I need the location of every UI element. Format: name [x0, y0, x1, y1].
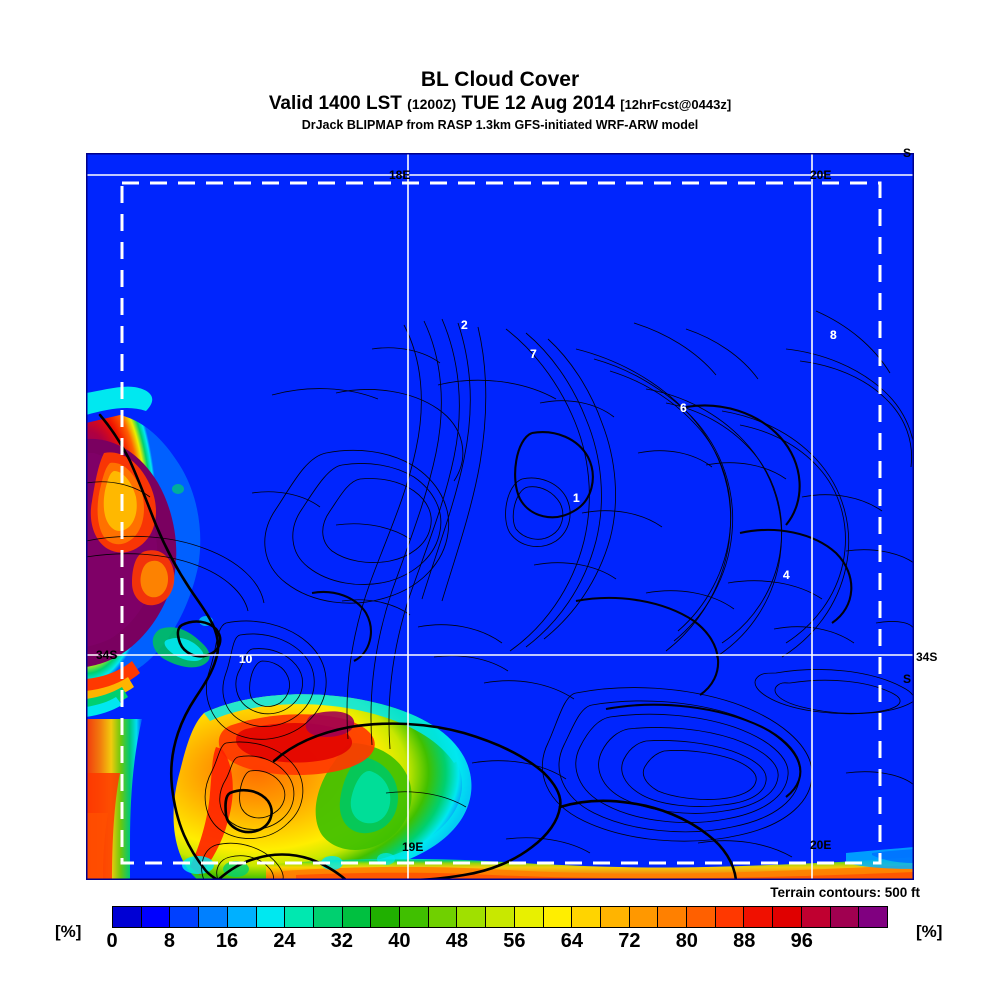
colorbar-swatch[interactable] — [400, 907, 429, 927]
domain-box — [120, 181, 882, 865]
colorbar-swatch[interactable] — [457, 907, 487, 927]
colorbar-tick-label: 24 — [273, 930, 296, 952]
colorbar-swatch[interactable] — [773, 907, 802, 927]
grid-label-18e-top: 18E — [389, 168, 411, 182]
colorbar-swatch[interactable] — [572, 907, 601, 927]
map-frame — [86, 153, 914, 880]
colorbar-swatch[interactable] — [744, 907, 774, 927]
forecast-map[interactable]: 2 7 8 6 1 4 10 18E 20E 19E 20E 34S — [86, 153, 914, 880]
colorbar-tick-label: 56 — [503, 930, 526, 952]
colorbar-swatch[interactable] — [313, 907, 343, 927]
colorbar-swatch[interactable] — [801, 907, 831, 927]
colorbar[interactable]: [%] 0 8 16 24 32 40 48 56 64 72 80 88 96 [%] — [0, 906, 1000, 966]
waypoint-label: 2 — [461, 318, 468, 332]
waypoint-label: 8 — [830, 328, 837, 342]
model-source-line: DrJack BLIPMAP from RASP 1.3km GFS-initi… — [301, 118, 699, 132]
map-data-layer — [86, 153, 914, 880]
colorbar-swatch[interactable] — [227, 907, 257, 927]
forecast-tag: [12hrFcst@0443z] — [620, 97, 732, 112]
colorbar-swatches[interactable] — [112, 906, 888, 928]
waypoint-label: 6 — [680, 401, 687, 415]
right-label-s-bottom: S — [903, 672, 912, 686]
grid-label-20e-top: 20E — [810, 168, 832, 182]
valid-time-line: Valid 1400 LST (1200Z) TUE 12 Aug 2014 [… — [0, 92, 1000, 116]
colorbar-swatch[interactable] — [256, 907, 286, 927]
terrain-contours-note: Terrain contours: 500 ft — [770, 885, 920, 900]
colorbar-swatch[interactable] — [715, 907, 745, 927]
colorbar-tick-label: 88 — [733, 930, 756, 952]
title-block: BL Cloud Cover Valid 1400 LST (1200Z) TU… — [0, 68, 1000, 134]
colorbar-swatch[interactable] — [342, 907, 372, 927]
colorbar-swatch[interactable] — [514, 907, 544, 927]
colorbar-swatch[interactable] — [141, 907, 171, 927]
colorbar-swatch[interactable] — [658, 907, 688, 927]
colorbar-swatch[interactable] — [830, 907, 860, 927]
colorbar-tick-label: 80 — [675, 930, 698, 952]
colorbar-swatch[interactable] — [371, 907, 401, 927]
colorbar-tick-label: 72 — [618, 930, 641, 952]
colorbar-swatch[interactable] — [113, 907, 142, 927]
waypoint-label: 7 — [530, 347, 537, 361]
waypoint-label: 10 — [239, 652, 253, 666]
colorbar-swatch[interactable] — [285, 907, 314, 927]
map-canvas — [86, 153, 914, 880]
colorbar-swatch[interactable] — [428, 907, 458, 927]
colorbar-ticks: 0 8 16 24 32 40 48 56 64 72 80 88 96 — [106, 928, 888, 958]
grid-label-19e-bottom: 19E — [402, 840, 424, 854]
colorbar-swatch[interactable] — [600, 907, 630, 927]
colorbar-tick-label: 40 — [388, 930, 411, 952]
colorbar-unit-left: [%] — [55, 922, 82, 941]
grid-label-20e-bottom: 20E — [810, 838, 832, 852]
colorbar-unit-right: [%] — [916, 922, 943, 941]
colorbar-tick-label: 48 — [445, 930, 468, 952]
colorbar-swatch[interactable] — [543, 907, 573, 927]
terrain-ridge-contours — [311, 404, 853, 798]
colorbar-tick-label: 96 — [790, 930, 813, 952]
colorbar-swatch[interactable] — [486, 907, 515, 927]
colorbar-tick-label: 16 — [215, 930, 239, 952]
page-title: BL Cloud Cover — [420, 68, 580, 91]
right-label-34s: 34S — [916, 650, 938, 664]
colorbar-tick-label: 0 — [106, 930, 118, 952]
valid-time-date: TUE 12 Aug 2014 — [461, 93, 615, 114]
grid-label-34s-left: 34S — [96, 648, 118, 662]
field-blob-southwest — [173, 694, 472, 880]
field-west-coast-strip — [86, 719, 142, 880]
waypoint-label: 1 — [573, 491, 580, 505]
colorbar-tick-label: 64 — [560, 930, 583, 952]
terrain-contours — [86, 310, 914, 880]
colorbar-swatch[interactable] — [859, 907, 887, 927]
colorbar-tick-label: 8 — [163, 930, 176, 952]
colorbar-swatch[interactable] — [629, 907, 659, 927]
colorbar-tick-label: 32 — [330, 930, 354, 952]
waypoint-label: 4 — [783, 568, 790, 582]
colorbar-swatch[interactable] — [687, 907, 716, 927]
valid-time-main: Valid 1400 LST — [268, 93, 402, 114]
colorbar-swatch[interactable] — [199, 907, 228, 927]
valid-time-zulu: (1200Z) — [407, 96, 457, 112]
right-label-s-top: S — [903, 146, 912, 160]
graticule-solid — [86, 153, 914, 880]
colorbar-swatch[interactable] — [170, 907, 200, 927]
